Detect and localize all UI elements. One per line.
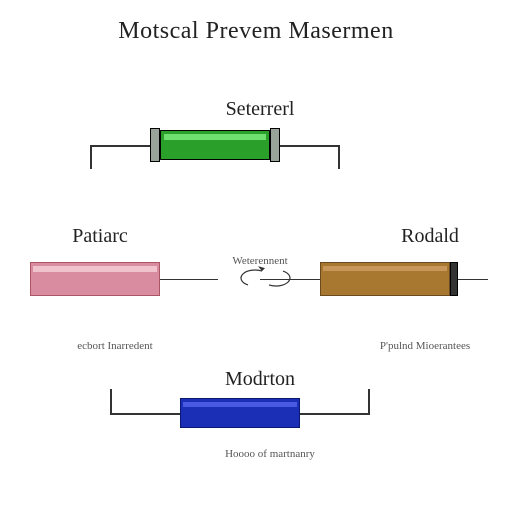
center-arrow-icon <box>0 0 512 512</box>
diagram-canvas: Motscal Prevem Masermen Seterrerl Patiar… <box>0 0 512 512</box>
